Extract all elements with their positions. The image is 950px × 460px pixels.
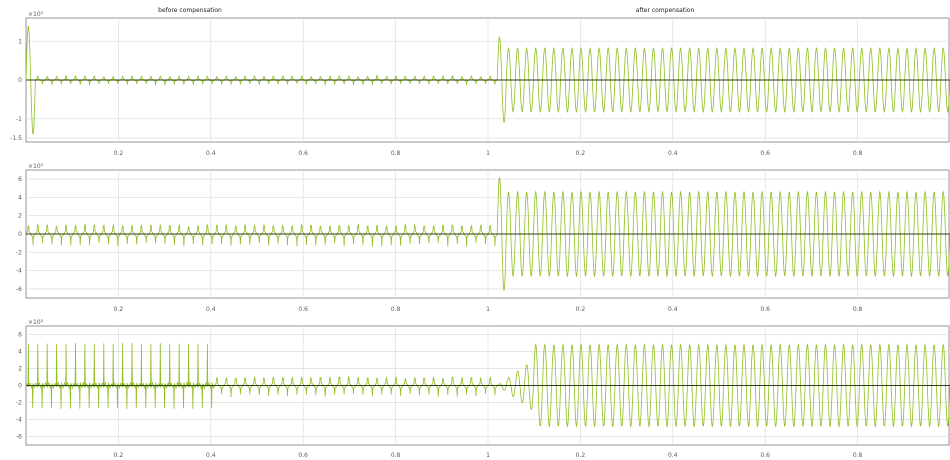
- x-tick-label: 0.6: [298, 306, 308, 313]
- x-tick-label: 0.4: [668, 150, 678, 157]
- y-tick-label: 1: [18, 38, 22, 45]
- x-tick-label: 0.6: [760, 452, 770, 459]
- x-tick-label: 0.8: [853, 452, 863, 459]
- x-tick-label: 0.4: [668, 306, 678, 313]
- y-multiplier-label: ×10³: [28, 319, 44, 326]
- y-tick-label: -2: [16, 400, 22, 407]
- panel-2: 6 4 2 0 -2 -4 -6 ×10³ 0.2 0.4 0.6 0.8 1 0.2 0.4 0.6 0.8: [16, 163, 950, 313]
- annotation-after: after compensation: [636, 7, 695, 14]
- panel-3: 6 4 2 0 -2 -4 -6 ×10³ 0.2 0.4 0.6 0.8 1 0.2 0.4 0.6 0.8: [16, 319, 950, 459]
- y-tick-label: 6: [18, 332, 22, 339]
- x-tick-label: 0.6: [298, 150, 308, 157]
- x-tick-label: 0.8: [391, 452, 401, 459]
- x-tick-label: 0.8: [853, 306, 863, 313]
- y-multiplier-label: ×10³: [28, 163, 44, 170]
- x-tick-label: 0.4: [668, 452, 678, 459]
- x-tick-label: 0.4: [206, 150, 216, 157]
- y-tick-label: 2: [18, 213, 22, 220]
- x-tick-label: 0.6: [298, 452, 308, 459]
- y-multiplier-label: ×10³: [28, 11, 44, 18]
- y-tick-label: -1.5: [10, 135, 22, 142]
- x-tick-label: 0.8: [391, 306, 401, 313]
- y-tick-label: 4: [18, 349, 22, 356]
- y-tick-label: 0: [18, 77, 22, 84]
- y-tick-label: -6: [16, 286, 22, 293]
- y-tick-label: 4: [18, 194, 22, 201]
- y-tick-label: 0: [18, 231, 22, 238]
- x-tick-label: 0.6: [760, 150, 770, 157]
- x-tick-label: 0.8: [391, 150, 401, 157]
- y-tick-label: -1: [16, 116, 22, 123]
- x-tick-label: 0.4: [206, 306, 216, 313]
- y-tick-label: 0: [18, 383, 22, 390]
- x-tick-label: 1: [486, 452, 490, 459]
- x-tick-label: 0.6: [760, 306, 770, 313]
- y-tick-label: 6: [18, 176, 22, 183]
- x-tick-label: 1: [486, 150, 490, 157]
- x-tick-label: 0.2: [576, 306, 586, 313]
- annotation-before: before compensation: [158, 7, 222, 14]
- x-tick-label: 0.4: [206, 452, 216, 459]
- panel-1: 1 0 -1 -1.5 ×10³ 0.2 0.4 0.6 0.8 1 0.2 0.4 0.6 0.8: [10, 11, 950, 157]
- x-tick-label: 0.2: [114, 452, 124, 459]
- y-tick-label: -4: [16, 417, 22, 424]
- y-tick-label: -2: [16, 249, 22, 256]
- x-tick-label: 0.2: [576, 452, 586, 459]
- y-tick-label: -4: [16, 268, 22, 275]
- scope-panels: 1 0 -1 -1.5 ×10³ 0.2 0.4 0.6 0.8 1 0.2 0.4 0.6 0.8 6 4 2…: [10, 11, 950, 459]
- y-tick-label: -6: [16, 434, 22, 441]
- x-tick-label: 0.8: [853, 150, 863, 157]
- annotation-before-text: before compensation: [158, 7, 222, 14]
- x-tick-label: 0.2: [114, 306, 124, 313]
- x-tick-label: 0.2: [114, 150, 124, 157]
- x-tick-label: 1: [486, 306, 490, 313]
- x-tick-label: 0.2: [576, 150, 586, 157]
- y-tick-label: 2: [18, 366, 22, 373]
- annotation-after-text: after compensation: [636, 7, 695, 14]
